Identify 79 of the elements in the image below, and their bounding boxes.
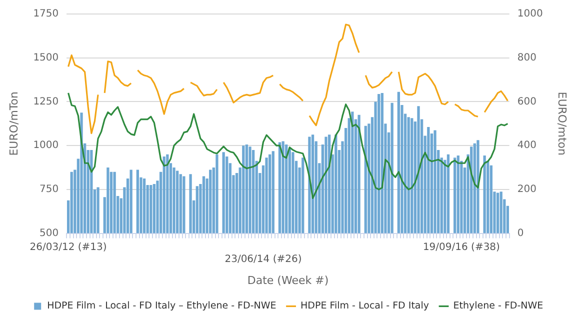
y2-tick-label: 600 [517, 96, 536, 108]
bar [351, 112, 354, 234]
bar [476, 140, 480, 234]
legend-label: HDPE Film - Local - FD Italy – Ethylene - FD-NWE [47, 300, 276, 312]
bar [182, 176, 186, 234]
bar [496, 192, 500, 234]
x-tick-label: 23/06/14 (#26) [224, 254, 302, 265]
bar [292, 152, 294, 234]
x-tick-label: 26/03/12 (#13) [30, 242, 107, 253]
bar [302, 158, 304, 234]
bar [166, 154, 169, 234]
bar [282, 141, 284, 234]
bar [427, 126, 430, 234]
bar [202, 176, 206, 234]
bar [434, 130, 436, 234]
y2-tick-label: 1000 [517, 8, 543, 20]
y-tick-label: 1000 [33, 140, 59, 152]
bar [397, 92, 400, 234]
y-tick-label: 1750 [33, 8, 59, 20]
y-tick-label: 1500 [33, 52, 59, 64]
bar [130, 170, 132, 234]
y-axis-title: EURO/mTon [7, 91, 20, 156]
bar [252, 150, 255, 234]
bar [110, 172, 113, 234]
bar [80, 112, 83, 234]
bar [142, 178, 146, 234]
bar [209, 170, 212, 234]
bar [248, 146, 252, 234]
bar [272, 151, 274, 234]
y-tick-label: 750 [40, 184, 59, 196]
bar [70, 172, 73, 234]
bar [417, 106, 420, 234]
bar [152, 184, 156, 234]
bar [242, 146, 245, 234]
bar [150, 185, 152, 234]
bar [189, 174, 192, 234]
bar [456, 155, 460, 234]
y2-tick-label: 800 [517, 52, 536, 64]
bar [390, 102, 394, 234]
bar [216, 154, 218, 234]
bar [268, 154, 272, 234]
bar [288, 148, 291, 234]
y-tick-label: 1250 [33, 96, 59, 108]
y2-tick-label: 200 [517, 184, 536, 196]
bar [222, 152, 225, 234]
x-axis-title: Date (Week #) [247, 274, 329, 287]
bar [358, 114, 360, 234]
bar [308, 136, 311, 234]
bar [490, 165, 492, 234]
bar [90, 150, 93, 234]
bar [162, 156, 166, 234]
legend-label: HDPE Film - Local - FD Italy [300, 300, 430, 312]
bar [378, 94, 380, 234]
y2-axis-title: EURO/mton [556, 92, 569, 156]
bar [113, 172, 116, 234]
bar [324, 136, 328, 234]
bar [285, 144, 288, 234]
legend-label: Ethylene - FD-NWE [453, 300, 544, 312]
y-tick-label: 500 [40, 228, 59, 239]
bar [446, 154, 450, 234]
y2-tick-label: 400 [517, 140, 536, 152]
bar [278, 142, 282, 234]
y2-tick-label: 0 [517, 228, 524, 239]
bar [106, 168, 110, 234]
bar [96, 187, 100, 234]
bar [473, 143, 476, 234]
bar [179, 174, 182, 234]
bar [410, 118, 414, 234]
bar [407, 117, 410, 234]
bar [334, 134, 338, 234]
bar [454, 158, 456, 234]
x-tick-label: 19/09/16 (#38) [422, 242, 500, 253]
bar [245, 144, 248, 234]
bar [500, 192, 502, 234]
bar [483, 155, 486, 234]
bar [196, 186, 198, 234]
bar [136, 170, 139, 234]
bar [265, 158, 268, 234]
bar [176, 170, 179, 234]
